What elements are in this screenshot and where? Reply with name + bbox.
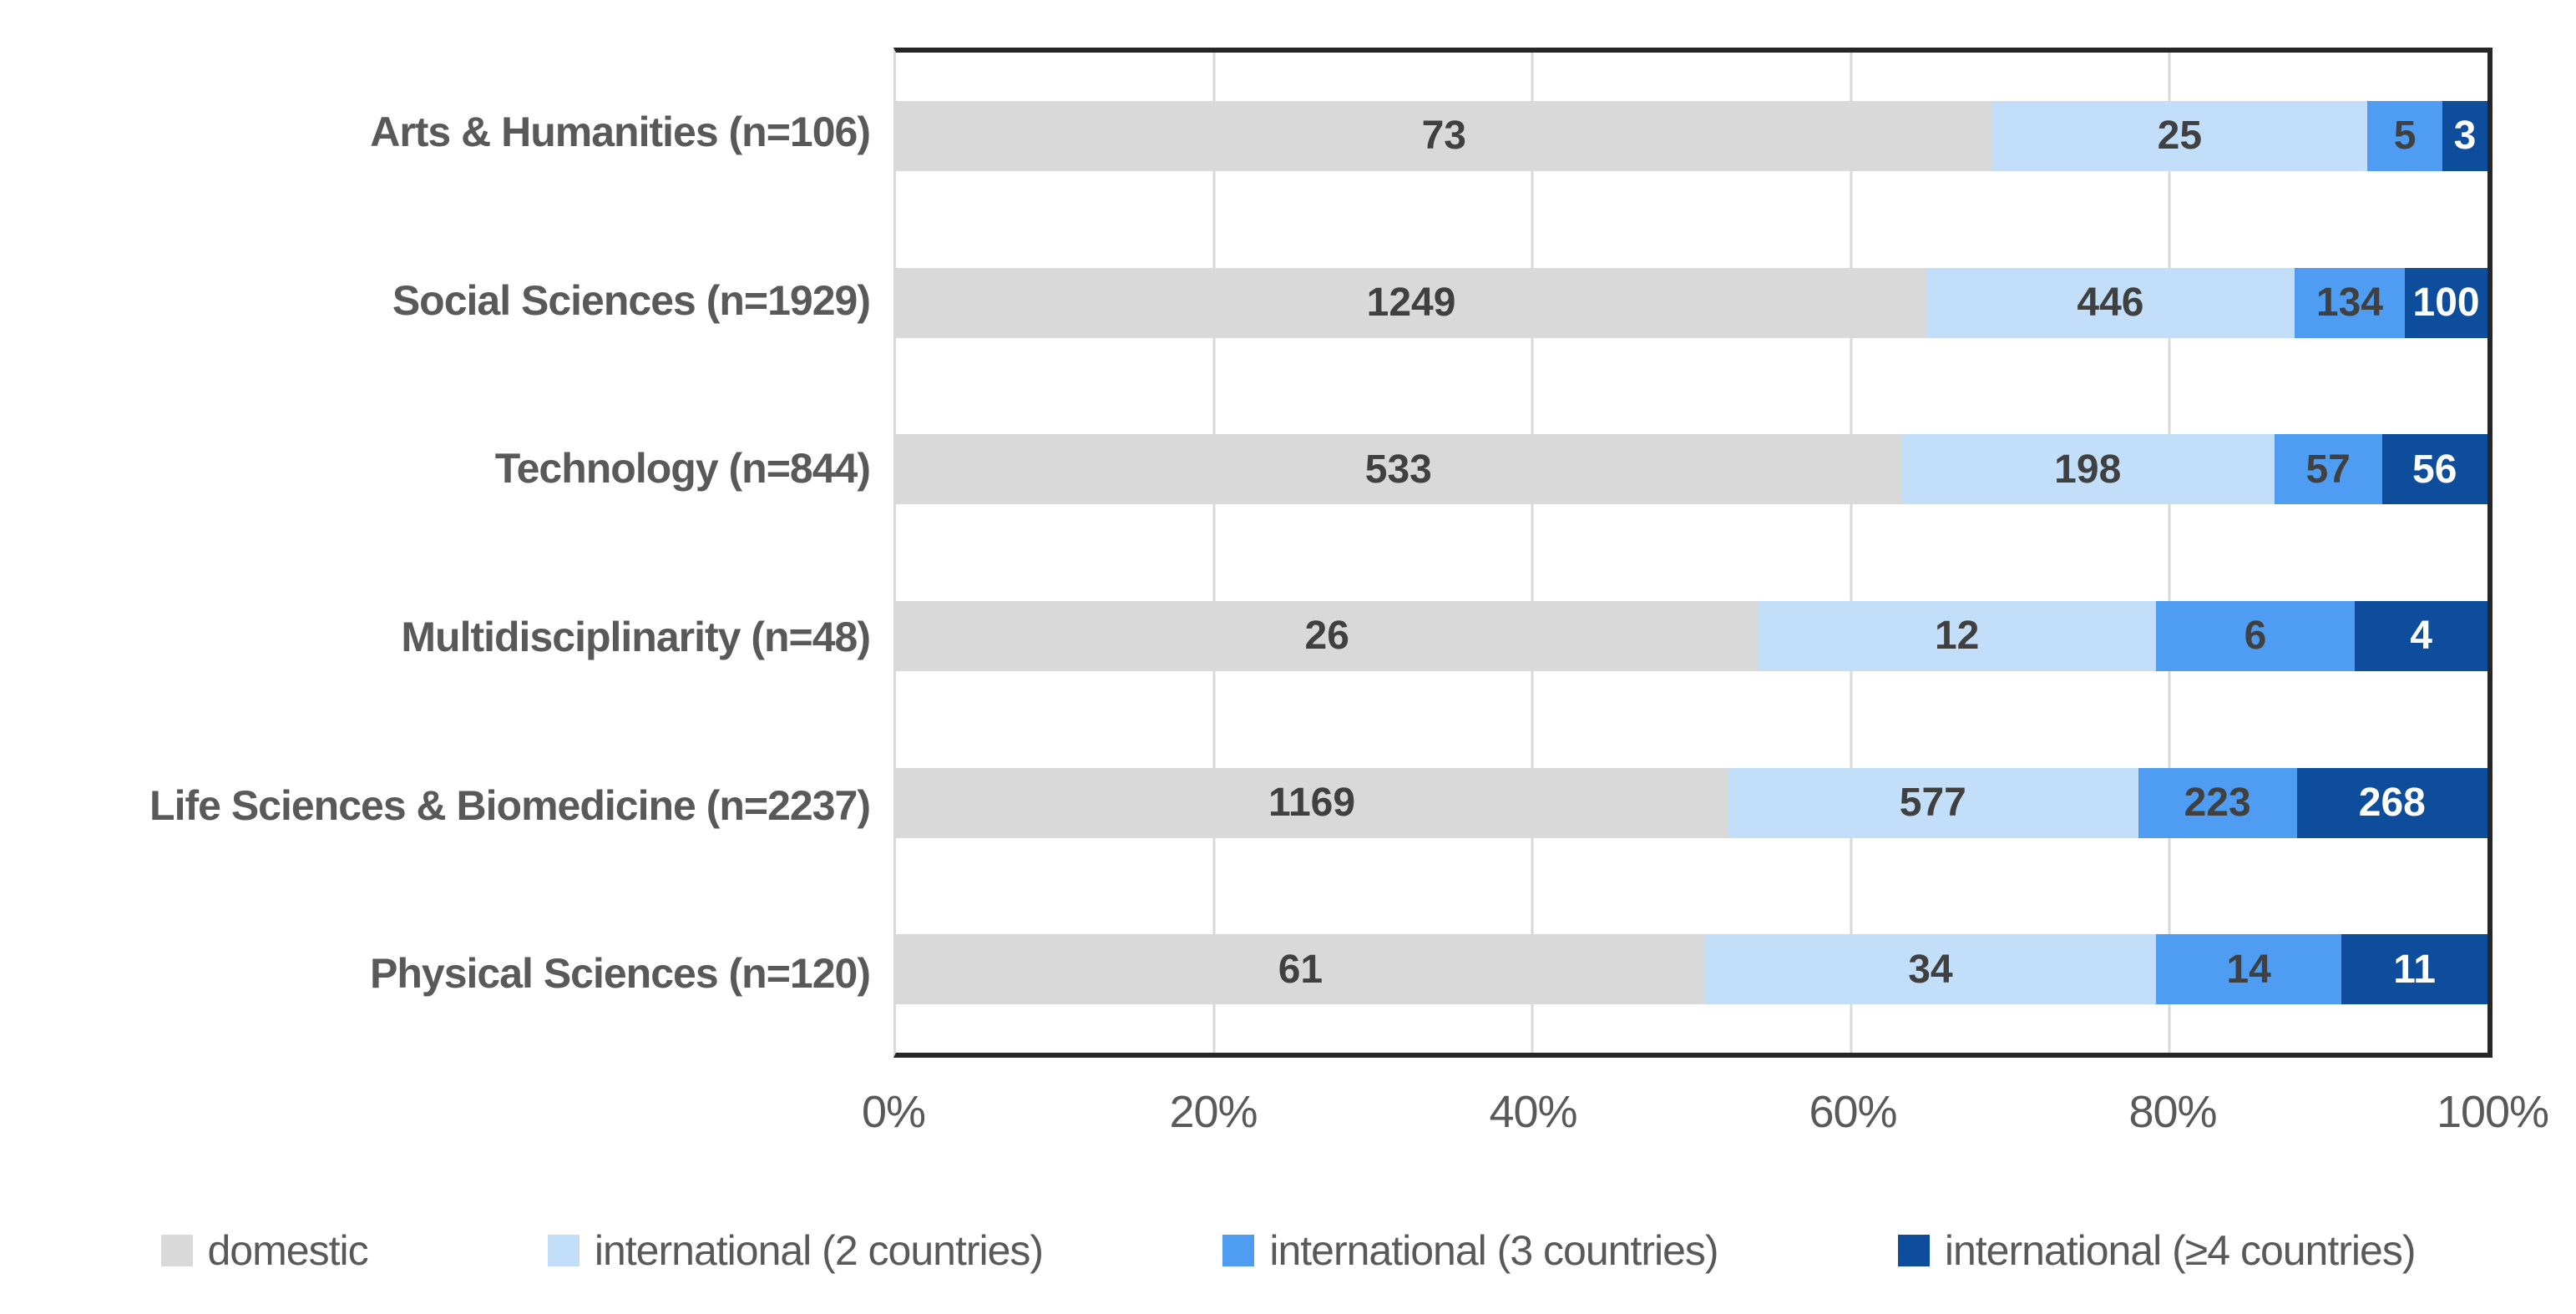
data-label: 446 bbox=[2077, 280, 2144, 325]
bar-segment: 1249 bbox=[896, 267, 1927, 338]
bar-segment: 12 bbox=[1758, 600, 2156, 671]
data-label: 134 bbox=[2315, 280, 2383, 325]
x-axis-tick-label: 0% bbox=[861, 1087, 926, 1137]
legend: domestic international (2 countries) inter… bbox=[160, 1226, 2417, 1275]
gridline-60-percent bbox=[1850, 53, 1853, 1053]
data-label: 4 bbox=[2410, 614, 2432, 659]
legend-label: international (≥4 countries) bbox=[1944, 1227, 2417, 1274]
category-label: Arts & Humanities (n=106) bbox=[370, 108, 871, 155]
category-labels-column: Arts & Humanities (n=106) Social Sciences… bbox=[0, 48, 893, 1058]
bar-row: 533 198 57 56 bbox=[896, 386, 2487, 553]
legend-swatch-icon bbox=[160, 1235, 193, 1266]
gridline-20-percent bbox=[1212, 53, 1216, 1053]
stacked-bar: 533 198 57 56 bbox=[896, 434, 2487, 505]
category-label: Technology (n=844) bbox=[494, 445, 871, 493]
data-label: 577 bbox=[1899, 781, 1966, 826]
bar-segment: 198 bbox=[1900, 434, 2275, 505]
data-label: 34 bbox=[1908, 947, 1953, 992]
category-label: Multidisciplinarity (n=48) bbox=[401, 613, 871, 660]
data-label: 12 bbox=[1934, 614, 1980, 659]
data-label: 26 bbox=[1304, 614, 1349, 659]
bar-segment: 6 bbox=[2155, 600, 2356, 671]
legend-item: domestic bbox=[160, 1226, 369, 1275]
bar-segment: 73 bbox=[896, 100, 1992, 171]
legend-item: international (3 countries) bbox=[1222, 1226, 1719, 1275]
data-label: 198 bbox=[2054, 447, 2122, 492]
data-label: 5 bbox=[2393, 114, 2417, 159]
plot-area: 73 25 5 3 1249 446 134 100 533 198 57 56 26 12 6 4 1169 5… bbox=[893, 48, 2492, 1058]
data-label: 1249 bbox=[1366, 280, 1456, 325]
x-axis: 0% 20% 40% 60% 80% 100% bbox=[862, 1086, 2549, 1146]
stacked-bar: 26 12 6 4 bbox=[896, 600, 2487, 671]
data-label: 73 bbox=[1421, 114, 1466, 159]
x-axis-tick-label: 60% bbox=[1809, 1087, 1897, 1137]
bar-row: 73 25 5 3 bbox=[896, 53, 2487, 220]
bar-segment: 57 bbox=[2274, 434, 2382, 505]
data-label: 25 bbox=[2157, 114, 2203, 159]
data-label: 61 bbox=[1278, 947, 1323, 992]
legend-item: international (≥4 countries) bbox=[1897, 1226, 2417, 1275]
legend-item: international (2 countries) bbox=[547, 1226, 1044, 1275]
data-label: 533 bbox=[1364, 447, 1432, 492]
data-label: 57 bbox=[2305, 447, 2351, 492]
category-label: Life Sciences & Biomedicine (n=2237) bbox=[149, 781, 871, 829]
gridline-40-percent bbox=[1531, 53, 1534, 1053]
bar-segment: 61 bbox=[896, 934, 1705, 1005]
data-label: 6 bbox=[2244, 614, 2267, 659]
stacked-bar: 61 34 14 11 bbox=[896, 934, 2487, 1005]
bar-segment: 14 bbox=[2155, 934, 2342, 1005]
x-axis-tick-label: 80% bbox=[2128, 1087, 2217, 1137]
gridline-80-percent bbox=[2168, 53, 2171, 1053]
stacked-bar: 1249 446 134 100 bbox=[896, 267, 2487, 338]
bar-segment: 533 bbox=[896, 434, 1901, 505]
legend-swatch-icon bbox=[1222, 1235, 1255, 1266]
stacked-bar: 73 25 5 3 bbox=[896, 100, 2487, 171]
bar-segment: 100 bbox=[2405, 267, 2487, 338]
bar-segment: 26 bbox=[896, 600, 1759, 671]
bar-segment: 56 bbox=[2381, 434, 2487, 505]
category-label: Social Sciences (n=1929) bbox=[392, 276, 871, 324]
bar-row: 1249 446 134 100 bbox=[896, 220, 2487, 387]
bar-segment: 25 bbox=[1991, 100, 2368, 171]
bar-segment: 34 bbox=[1704, 934, 2156, 1005]
bar-segment: 268 bbox=[2296, 767, 2487, 838]
bar-segment: 1169 bbox=[896, 767, 1728, 838]
legend-swatch-icon bbox=[1897, 1235, 1930, 1266]
legend-label: international (2 countries) bbox=[594, 1227, 1044, 1274]
data-label: 56 bbox=[2412, 447, 2457, 492]
data-label: 223 bbox=[2184, 781, 2251, 826]
data-label: 14 bbox=[2226, 947, 2271, 992]
category-label: Physical Sciences (n=120) bbox=[370, 950, 871, 998]
bar-segment: 5 bbox=[2367, 100, 2443, 171]
bar-segment: 223 bbox=[2138, 767, 2297, 838]
data-label: 3 bbox=[2453, 114, 2477, 159]
data-label: 268 bbox=[2358, 781, 2426, 826]
data-label: 11 bbox=[2393, 947, 2436, 992]
bars-layer: 73 25 5 3 1249 446 134 100 533 198 57 56 26 12 6 4 1169 5… bbox=[896, 53, 2487, 1053]
bar-segment: 577 bbox=[1728, 767, 2138, 838]
stacked-bar: 1169 577 223 268 bbox=[896, 767, 2487, 838]
x-axis-tick-label: 100% bbox=[2436, 1087, 2549, 1137]
legend-label: domestic bbox=[207, 1227, 369, 1274]
bar-segment: 446 bbox=[1926, 267, 2295, 338]
legend-swatch-icon bbox=[547, 1235, 579, 1266]
data-label: 1169 bbox=[1268, 781, 1356, 826]
bar-segment: 4 bbox=[2355, 600, 2487, 671]
x-axis-tick-label: 40% bbox=[1489, 1087, 1577, 1137]
bar-row: 61 34 14 11 bbox=[896, 886, 2487, 1053]
bar-segment: 11 bbox=[2341, 934, 2487, 1005]
bar-segment: 3 bbox=[2442, 100, 2487, 171]
bar-row: 26 12 6 4 bbox=[896, 553, 2487, 720]
legend-label: international (3 countries) bbox=[1269, 1227, 1718, 1274]
bar-row: 1169 577 223 268 bbox=[896, 720, 2487, 887]
x-axis-tick-label: 20% bbox=[1169, 1087, 1258, 1137]
data-label: 100 bbox=[2412, 280, 2480, 325]
bar-segment: 134 bbox=[2294, 267, 2406, 338]
chart-main-area: Arts & Humanities (n=106) Social Sciences… bbox=[0, 48, 2576, 1058]
